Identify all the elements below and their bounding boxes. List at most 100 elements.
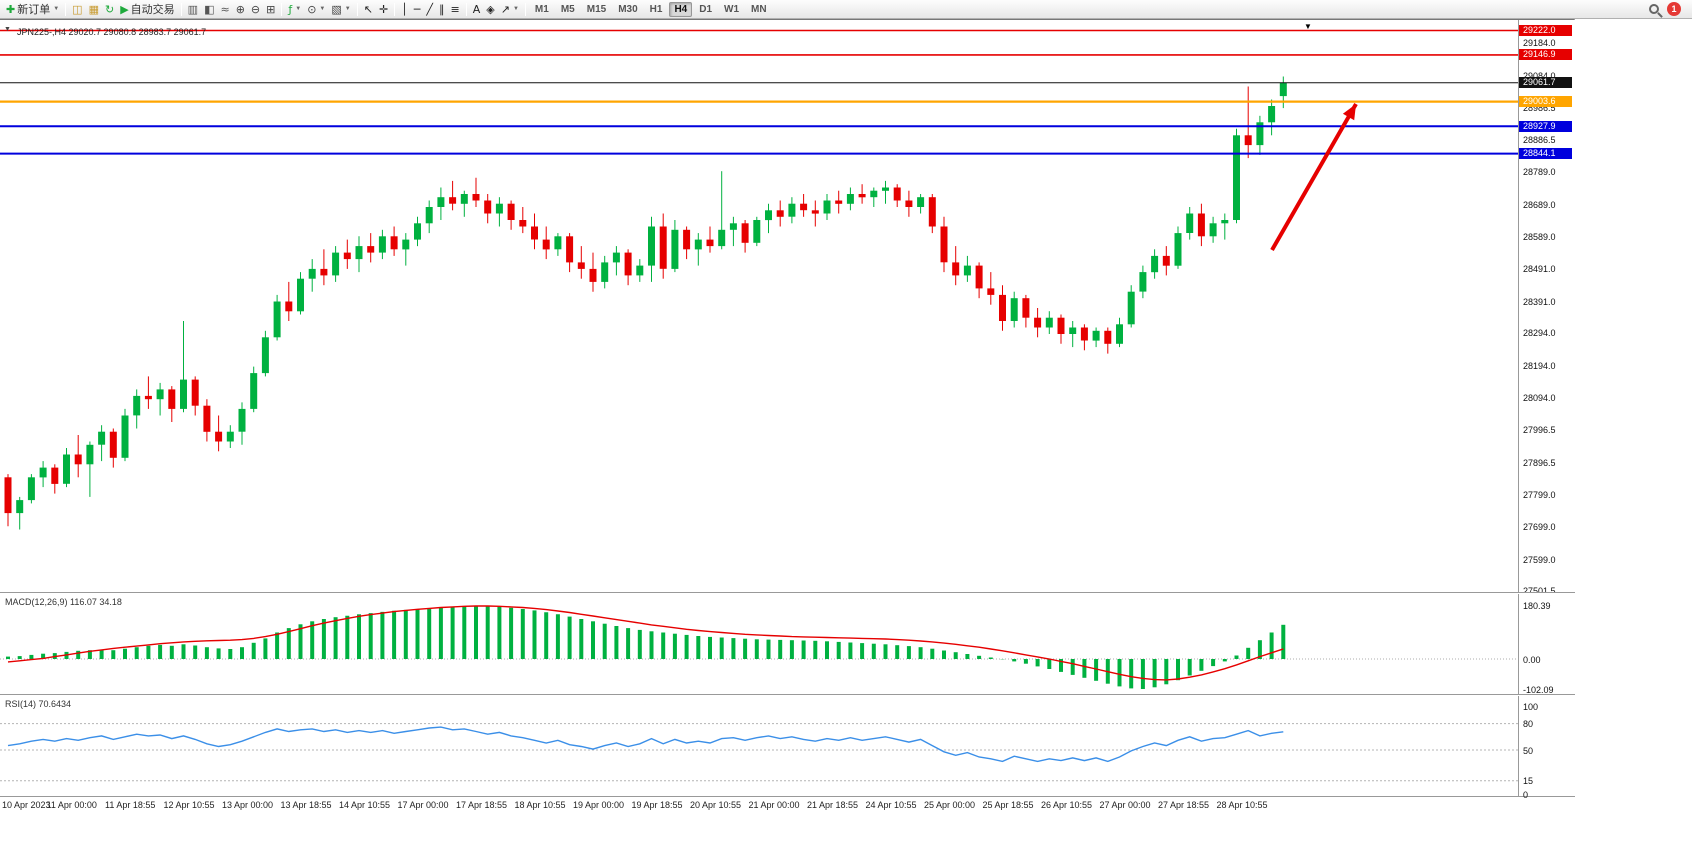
arrows-button[interactable]: ↗ ▼	[498, 1, 522, 18]
time-axis-label: 14 Apr 10:55	[339, 800, 391, 810]
periods-button[interactable]: ⊙ ▼	[304, 1, 328, 18]
trendline-icon: ╱	[426, 2, 434, 16]
channel-button[interactable]: ∥	[436, 1, 448, 18]
price-axis-label: 28689.0	[1523, 199, 1556, 210]
vertical-line-button[interactable]: │	[398, 1, 411, 18]
tile-windows-icon: ⊞	[266, 2, 276, 16]
refresh-charts-button[interactable]: ↻	[102, 1, 117, 18]
main-chart-panel[interactable]: ▼ JPN225-,H4 29020.7 29080.8 28983.7 290…	[0, 22, 1518, 592]
time-axis-label: 10 Apr 2023	[2, 800, 51, 810]
zoom-out-icon: ⊖	[250, 2, 261, 16]
trendline-button[interactable]: ╱	[423, 1, 436, 18]
new-order-icon: ✚	[6, 2, 16, 16]
toolbar-separator	[524, 2, 526, 16]
time-axis-label: 17 Apr 18:55	[456, 800, 508, 810]
zoom-out-button[interactable]: ⊖	[248, 1, 263, 18]
channel-icon: ∥	[439, 2, 445, 16]
charts-cascade-icon: ◫	[72, 2, 83, 16]
indicators-button[interactable]: ƒ ▼	[285, 1, 304, 18]
time-axis-label: 26 Apr 10:55	[1041, 800, 1093, 810]
chart-candles-button[interactable]: ◧	[201, 1, 217, 18]
timeframe-m1-button[interactable]: M1	[534, 3, 549, 15]
time-axis[interactable]: 10 Apr 2023 11 Apr 00:00 11 Apr 18:55 12 Ap…	[0, 796, 1575, 814]
charts-cascade-button[interactable]: ◫	[69, 1, 85, 18]
timeframe-m30-button[interactable]: M30	[618, 3, 638, 15]
crosshair-button[interactable]: ✛	[376, 1, 391, 18]
fibonacci-button[interactable]: ≡	[448, 1, 463, 18]
caret-down-icon: ▼	[344, 6, 351, 12]
price-tag-29061.7: 29061.7	[1519, 77, 1572, 89]
chart-line-icon: ≈	[220, 2, 230, 16]
text-button[interactable]: A	[470, 1, 484, 18]
price-tag-29003.6: 29003.6	[1519, 96, 1572, 108]
price-axis-label: 27799.0	[1523, 489, 1556, 500]
notification-badge[interactable]: 1	[1667, 2, 1681, 16]
vertical-line-icon: │	[401, 2, 408, 16]
price-axis-label: 27599.0	[1523, 554, 1556, 565]
timeframe-w1-button[interactable]: W1	[724, 3, 740, 15]
timeframe-m5-button[interactable]: M5	[560, 3, 575, 15]
panel-splitter[interactable]	[0, 592, 1575, 594]
time-axis-label: 25 Apr 00:00	[924, 800, 976, 810]
time-axis-label: 12 Apr 10:55	[163, 800, 215, 810]
timeframe-mn-button[interactable]: MN	[751, 3, 767, 15]
label-button[interactable]: ◈	[483, 1, 497, 18]
time-axis-label: 13 Apr 18:55	[280, 800, 332, 810]
main-chart-canvas[interactable]	[0, 22, 1518, 592]
price-axis-label: 29184.0	[1523, 38, 1556, 49]
macd-panel[interactable]: MACD(12,26,9) 116.07 34.18	[0, 594, 1518, 692]
time-axis-label: 11 Apr 18:55	[105, 800, 156, 810]
time-axis-label: 18 Apr 10:55	[514, 800, 566, 810]
horizontal-line-button[interactable]: ─	[411, 1, 424, 18]
price-axis-label: 28094.0	[1523, 393, 1556, 404]
rsi-axis-label: 0	[1523, 789, 1529, 800]
arrows-icon: ↗	[500, 2, 510, 16]
auto-trading-button[interactable]: ▶ 自动交易	[117, 1, 177, 18]
toolbar-separator	[281, 2, 283, 16]
rsi-label: RSI(14) 70.6434	[5, 699, 72, 709]
toolbar-separator	[465, 2, 467, 16]
chart-bars-button[interactable]: ▥	[185, 1, 201, 18]
price-axis[interactable]: 29222.0 29146.9 29061.7 29003.6 28927.9 28844…	[1518, 20, 1575, 800]
cursor-button[interactable]: ↖	[361, 1, 376, 18]
chart-shift-marker[interactable]: ▼	[1304, 22, 1312, 31]
rsi-panel[interactable]: RSI(14) 70.6434	[0, 696, 1518, 796]
toolbar-separator	[180, 2, 182, 16]
price-axis-label: 29084.0	[1523, 70, 1556, 81]
new-order-button[interactable]: ✚ 新订单 ▼	[3, 1, 62, 18]
timeframe-bar: M1 M5 M15 M30 H1 H4 D1 W1 MN	[529, 0, 773, 18]
timeframe-d1-button[interactable]: D1	[699, 3, 713, 15]
macd-signal-line	[7, 605, 1284, 681]
one-click-trading-toggle[interactable]: ▼	[4, 26, 11, 33]
timeframe-m15-button[interactable]: M15	[586, 3, 607, 15]
panel-splitter[interactable]	[0, 694, 1575, 696]
price-tag-28927.9: 28927.9	[1519, 120, 1572, 132]
toolbar-right: 1	[1649, 2, 1689, 16]
caret-down-icon: ▼	[512, 6, 519, 12]
price-tag-29222.0: 29222.0	[1519, 25, 1572, 36]
templates-button[interactable]: ▧ ▼	[328, 1, 353, 18]
price-axis-label: 27699.0	[1523, 522, 1556, 532]
macd-axis-label: 0.00	[1523, 654, 1541, 665]
macd-histogram	[6, 606, 1286, 689]
price-tag-29146.9: 29146.9	[1519, 49, 1572, 61]
macd-canvas[interactable]	[0, 594, 1518, 692]
price-axis-label: 28886.5	[1523, 135, 1556, 146]
trend-arrow-annotation[interactable]	[1270, 103, 1358, 251]
tile-windows-button[interactable]: ⊞	[263, 1, 278, 18]
zoom-in-button[interactable]: ⊕	[233, 1, 248, 18]
rsi-canvas[interactable]	[0, 696, 1518, 796]
time-axis-label: 13 Apr 00:00	[222, 800, 274, 810]
search-icon[interactable]	[1649, 4, 1659, 14]
auto-trading-label: 自动交易	[130, 4, 175, 16]
profiles-button[interactable]: ▦	[86, 1, 102, 18]
timeframe-h4-button[interactable]: H4	[669, 1, 693, 17]
cursor-icon: ↖	[363, 2, 373, 16]
timeframe-h1-button[interactable]: H1	[649, 3, 663, 15]
price-axis-label: 27501.5	[1523, 586, 1556, 596]
rsi-axis-label: 100	[1523, 701, 1539, 712]
refresh-charts-icon: ↻	[104, 2, 115, 16]
chart-line-button[interactable]: ≈	[217, 1, 232, 18]
time-axis-label: 19 Apr 18:55	[631, 800, 683, 810]
price-axis-label: 28391.0	[1523, 296, 1556, 307]
